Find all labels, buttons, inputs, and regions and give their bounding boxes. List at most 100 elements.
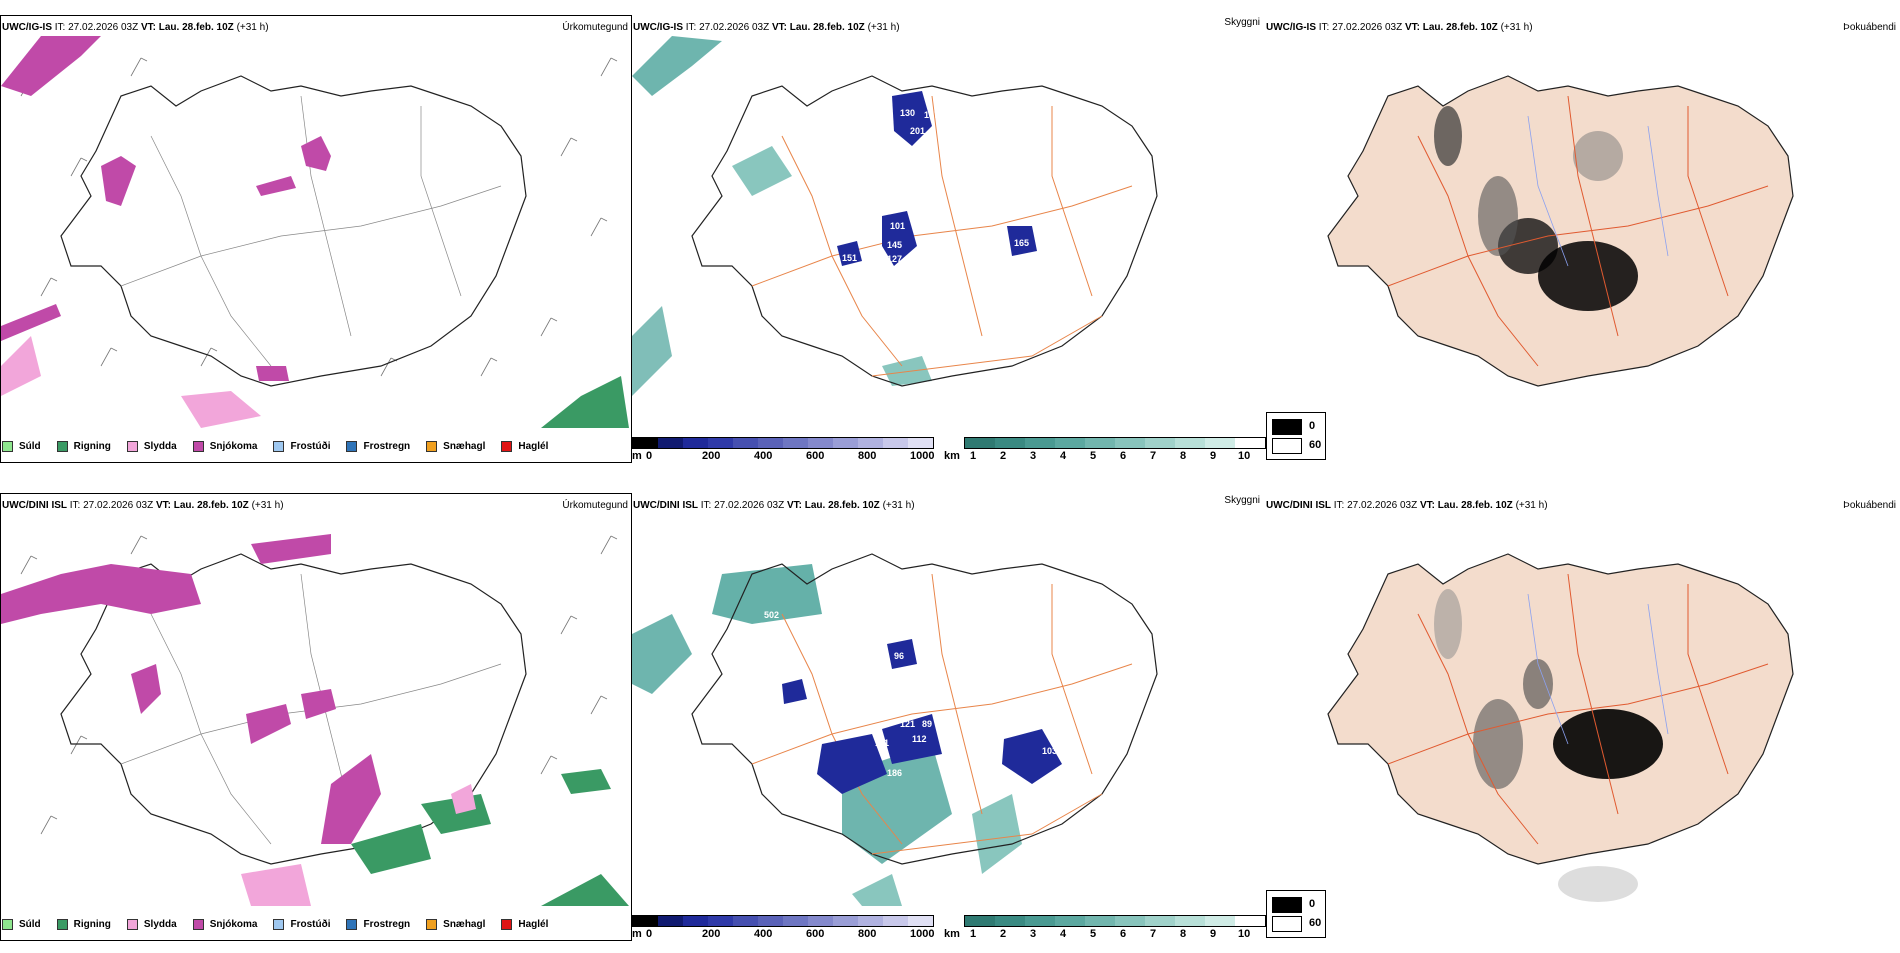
ceiling-label: 96 bbox=[894, 651, 904, 661]
ceiling-label: 331 bbox=[905, 882, 920, 892]
legend-frostregn: Frostregn bbox=[346, 441, 410, 452]
fog-legend: 0 60 bbox=[1266, 890, 1326, 938]
lead-time: (+31 h) bbox=[251, 500, 284, 511]
ceiling-unit: m bbox=[632, 450, 642, 462]
precip-legend: Súld Rigning Slydda Snjókoma Frostúði Fr… bbox=[2, 441, 564, 452]
roads bbox=[751, 573, 1133, 855]
rivers bbox=[1527, 593, 1669, 745]
legend-suld: Súld bbox=[2, 441, 41, 452]
iceland-coastline bbox=[691, 553, 1158, 865]
visibility-colorbar bbox=[964, 437, 1266, 449]
roads bbox=[1387, 573, 1769, 845]
legend-haglel: Haglél bbox=[501, 919, 548, 930]
ceiling-label: 103 bbox=[1042, 746, 1057, 756]
visibility-colorbar bbox=[964, 915, 1266, 927]
ceiling-areas bbox=[837, 91, 1037, 266]
roads bbox=[751, 95, 1133, 377]
ceiling-label: 394 bbox=[792, 623, 807, 633]
panel-header: UWC/DINI ISL IT: 27.02.2026 03Z VT: Lau.… bbox=[2, 500, 284, 511]
vt-label: VT: bbox=[140, 22, 156, 33]
precip-map[interactable] bbox=[1, 36, 629, 428]
precip-type-panel bbox=[0, 15, 632, 463]
ceiling-value-labels: 502 394 96 121 89 112 111 186 103 82 331 bbox=[764, 610, 1057, 892]
visibility-colorbar-ticks: km 1 2 3 4 5 6 7 8 9 10 bbox=[944, 450, 1251, 462]
iceland-land bbox=[1327, 553, 1794, 865]
ceiling-label: 196 bbox=[922, 140, 937, 150]
iceland-coastline bbox=[60, 553, 527, 865]
precip-panel-title: Úrkomutegund bbox=[562, 500, 628, 511]
model-name: UWC/IG-IS bbox=[2, 22, 52, 33]
precip-legend: Súld Rigning Slydda Snjókoma Frostúði Fr… bbox=[2, 919, 564, 930]
rain-areas bbox=[351, 769, 629, 906]
snow-areas bbox=[1, 534, 381, 844]
ceiling-label: 147 bbox=[904, 348, 919, 358]
fog-panel-title: Þokuábendi bbox=[1843, 22, 1896, 33]
precip-type-panel bbox=[0, 493, 632, 941]
iceland-land bbox=[1327, 75, 1794, 387]
legend-snjokoma: Snjókoma bbox=[192, 441, 257, 452]
ceiling-colorbar-ticks: m 0 200 400 600 800 1000 bbox=[632, 450, 935, 462]
initial-time: 27.02.2026 03Z bbox=[83, 500, 154, 511]
iceland-coastline bbox=[60, 75, 527, 387]
legend-suld: Súld bbox=[2, 919, 41, 930]
legend-snjokoma: Snjókoma bbox=[192, 919, 257, 930]
legend-rigning: Rigning bbox=[56, 919, 111, 930]
ceiling-map[interactable]: 502 394 96 121 89 112 111 186 103 82 331 bbox=[632, 514, 1262, 906]
visibility-unit: km bbox=[944, 450, 960, 462]
wind-barbs bbox=[20, 57, 618, 377]
legend-snaehagl: Snæhagl bbox=[426, 919, 485, 930]
visibility-areas bbox=[632, 36, 932, 396]
ceiling-label: 89 bbox=[922, 719, 932, 729]
ceiling-colorbar bbox=[632, 437, 934, 449]
lead-time: (+31 h) bbox=[236, 22, 269, 33]
ceiling-label: 73 bbox=[827, 123, 837, 133]
ceiling-label: 127 bbox=[887, 254, 902, 264]
legend-haglel: Haglél bbox=[501, 441, 548, 452]
fog-legend: 0 60 bbox=[1266, 412, 1326, 460]
legend-frostudi: Frostúði bbox=[273, 919, 330, 930]
ceiling-label: 502 bbox=[764, 610, 779, 620]
panel-header: UWC/IG-IS IT: 27.02.2026 03Z VT: Lau. 28… bbox=[633, 22, 900, 33]
ceiling-colorbar bbox=[632, 915, 934, 927]
rivers bbox=[1527, 115, 1669, 267]
visibility-areas bbox=[632, 564, 1022, 906]
fog-map[interactable] bbox=[1268, 514, 1898, 906]
fog-areas bbox=[1434, 106, 1638, 311]
ceiling-label: 112 bbox=[912, 734, 927, 744]
ceiling-panel-title: Skyggni bbox=[1224, 17, 1260, 28]
ceiling-label: 130 bbox=[900, 108, 915, 118]
ceiling-label: 145 bbox=[887, 240, 902, 250]
roads bbox=[1387, 95, 1769, 367]
precip-map[interactable] bbox=[1, 514, 629, 906]
forecast-row-1: UWC/IG-IS IT: 27.02.2026 03Z VT: Lau. 28… bbox=[0, 0, 1900, 475]
ceiling-label: 147 bbox=[924, 110, 939, 120]
panel-header: UWC/IG-IS IT: 27.02.2026 03Z VT: Lau. 28… bbox=[1266, 22, 1533, 33]
panel-header: UWC/DINI ISL IT: 27.02.2026 03Z VT: Lau.… bbox=[1266, 500, 1548, 511]
ceiling-map[interactable]: 130 73 201 147 196 151 101 145 127 165 1… bbox=[632, 36, 1262, 428]
initial-time: 27.02.2026 03Z bbox=[68, 22, 139, 33]
sleet-areas bbox=[241, 784, 476, 906]
sleet-areas bbox=[1, 336, 261, 428]
ceiling-panel-title: Skyggni bbox=[1224, 495, 1260, 506]
ceiling-label: 82 bbox=[986, 718, 996, 728]
ceiling-label: 201 bbox=[910, 126, 925, 136]
legend-snaehagl: Snæhagl bbox=[426, 441, 485, 452]
precip-panel-title: Úrkomutegund bbox=[562, 22, 628, 33]
valid-time: Lau. 28.feb. 10Z bbox=[173, 500, 249, 511]
legend-frostregn: Frostregn bbox=[346, 919, 410, 930]
panel-header: UWC/IG-IS IT: 27.02.2026 03Z VT: Lau. 28… bbox=[2, 22, 269, 34]
ceiling-areas bbox=[782, 639, 1062, 794]
fog-panel-title: Þokuábendi bbox=[1843, 500, 1896, 511]
ceiling-value-labels: 130 73 201 147 196 151 101 145 127 165 1… bbox=[827, 108, 1029, 358]
ceiling-label: 165 bbox=[1014, 238, 1029, 248]
ceiling-label: 151 bbox=[842, 253, 857, 263]
legend-rigning: Rigning bbox=[56, 441, 111, 452]
snow-areas bbox=[1, 36, 331, 381]
model-name: UWC/DINI ISL bbox=[2, 500, 67, 511]
legend-frostudi: Frostúði bbox=[273, 441, 330, 452]
visibility-colorbar-ticks: km 1 2 3 4 5 6 7 8 9 10 bbox=[944, 928, 1251, 940]
ceiling-colorbar-ticks: m 0 200 400 600 800 1000 bbox=[632, 928, 935, 940]
fog-map[interactable] bbox=[1268, 36, 1898, 428]
forecast-row-2: UWC/DINI ISL IT: 27.02.2026 03Z VT: Lau.… bbox=[0, 478, 1900, 953]
valid-time: Lau. 28.feb. 10Z bbox=[158, 22, 234, 33]
